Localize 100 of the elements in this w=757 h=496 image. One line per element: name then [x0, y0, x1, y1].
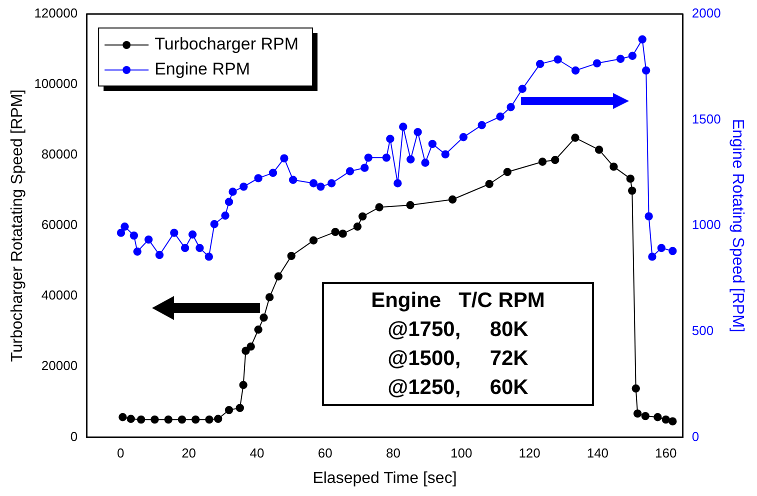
point [642, 66, 650, 75]
point [228, 188, 237, 196]
x-tick-label: 160 [654, 446, 677, 461]
y2-tick-label: 1500 [692, 111, 721, 126]
point [144, 235, 153, 244]
point [280, 154, 288, 162]
point [485, 180, 494, 188]
point [518, 84, 526, 94]
point [309, 236, 318, 245]
annotation: @1500, 72K [388, 347, 528, 370]
point [428, 140, 437, 148]
point [421, 158, 430, 167]
x-tick-label: 120 [518, 446, 540, 461]
point [309, 179, 318, 188]
point [628, 186, 636, 195]
point [503, 168, 512, 176]
point [441, 150, 450, 158]
point [406, 155, 415, 164]
y2-axis-title: Engine Rotating Speed [RPM] [728, 118, 746, 332]
point [239, 380, 248, 390]
point [448, 195, 457, 204]
point [641, 412, 650, 420]
point [205, 415, 214, 424]
point [358, 212, 367, 221]
x-tick-label: 60 [318, 446, 332, 461]
y-axis-title: Turbocharger Rotatating Speed [RPM] [9, 89, 26, 362]
point [137, 415, 146, 424]
point [628, 52, 637, 60]
point [254, 174, 262, 182]
annotation: Engine T/C RPM [371, 289, 545, 312]
point [382, 154, 391, 162]
point [242, 346, 250, 355]
point [130, 231, 138, 240]
point [246, 342, 255, 351]
point [188, 230, 197, 239]
y-tick-label: 80000 [41, 146, 78, 162]
point [287, 252, 296, 260]
point [632, 384, 640, 393]
point [459, 133, 468, 142]
y2-tick-label: 500 [692, 322, 714, 338]
point [638, 35, 646, 44]
point [616, 54, 625, 63]
point [331, 228, 340, 236]
point [538, 158, 547, 166]
point [506, 103, 515, 112]
point [536, 60, 544, 68]
point [626, 174, 635, 183]
point [155, 250, 164, 260]
point [594, 146, 604, 154]
y-tick-label: 20000 [41, 358, 78, 374]
point [571, 134, 580, 142]
point [224, 198, 234, 206]
point [265, 293, 274, 302]
point [399, 122, 408, 131]
x-tick-label: 20 [182, 446, 196, 461]
point [554, 55, 562, 64]
y-tick-label: 100000 [34, 76, 78, 92]
point [394, 179, 402, 188]
y2-tick-label: 0 [692, 428, 700, 444]
point [118, 413, 127, 422]
x-axis-title: Elaseped Time [sec] [312, 470, 457, 487]
point [240, 182, 248, 191]
point [204, 252, 214, 261]
point [644, 212, 653, 220]
point [120, 222, 129, 231]
point [221, 212, 230, 220]
point [116, 228, 126, 237]
point [496, 112, 504, 121]
point [360, 164, 369, 172]
annotation: @1250, 60K [388, 376, 528, 399]
point [164, 415, 172, 424]
point [316, 182, 325, 191]
x-tick-label: 140 [586, 446, 609, 461]
point [192, 415, 200, 424]
point [214, 414, 222, 423]
y2-tick-label: 2000 [692, 6, 721, 21]
point [260, 314, 268, 322]
point [268, 168, 278, 178]
point [610, 162, 618, 171]
point [170, 228, 178, 237]
point [126, 414, 135, 423]
point [654, 413, 662, 422]
point [178, 415, 186, 424]
point [414, 128, 422, 136]
point [662, 415, 670, 424]
point [592, 59, 602, 68]
x-tick-label: 0 [117, 446, 124, 461]
point [196, 244, 204, 252]
point [648, 252, 656, 261]
point [338, 230, 347, 238]
point [274, 272, 283, 280]
point [346, 167, 354, 176]
point [224, 406, 234, 414]
point [150, 415, 159, 424]
point [386, 134, 394, 143]
legend-label: Engine RPM [154, 60, 250, 79]
point [210, 220, 218, 228]
point [657, 244, 666, 252]
y-tick-label: 0 [70, 428, 78, 444]
x-tick-label: 100 [450, 446, 472, 461]
